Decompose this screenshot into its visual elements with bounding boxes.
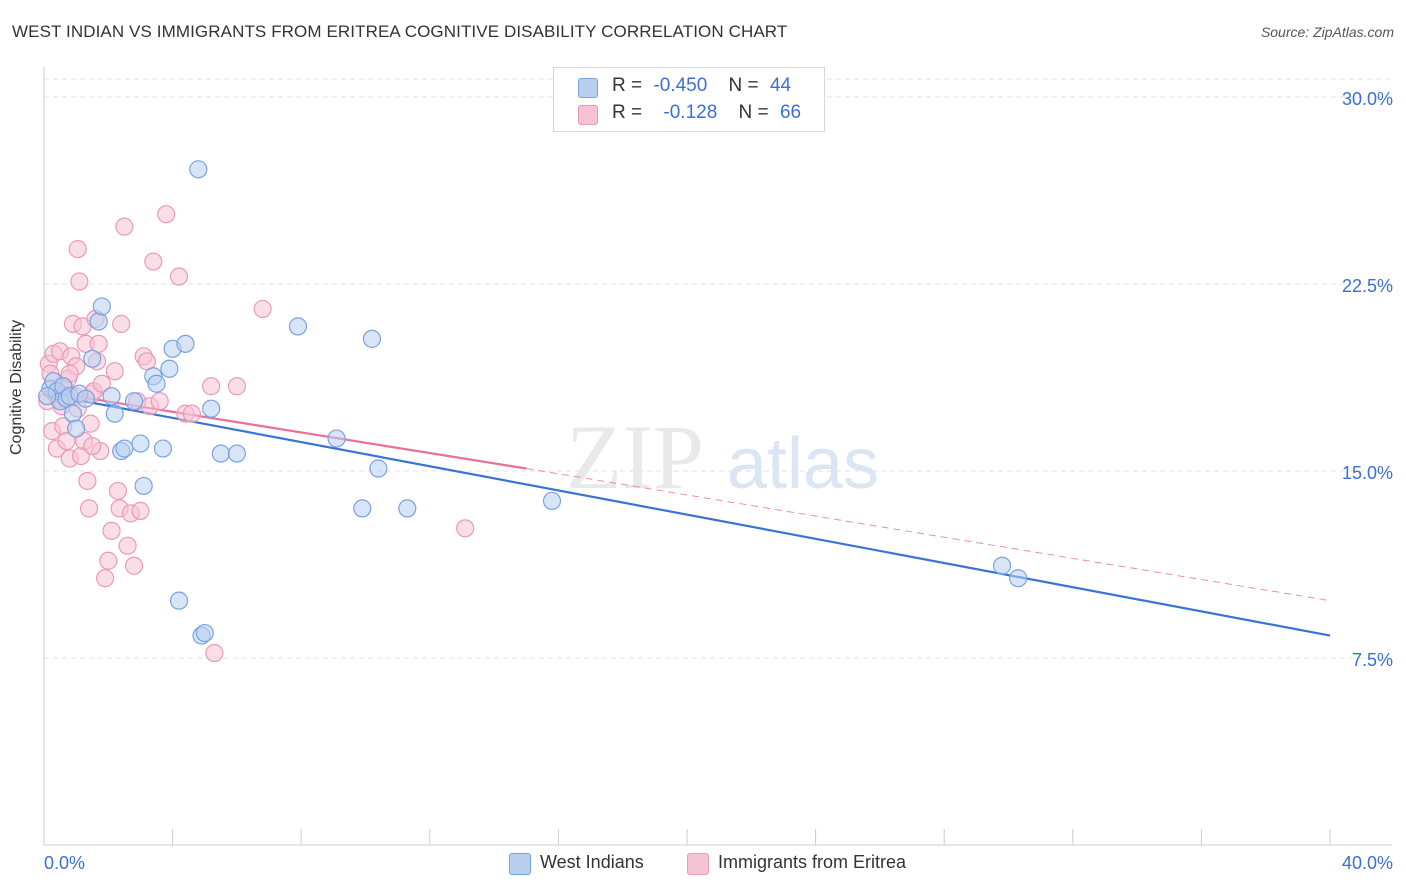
y-tick-label: 15.0% xyxy=(1342,463,1393,483)
legend-row-westindians: R = -0.450 N = 44 xyxy=(554,75,824,101)
trend-line-eritrea-extension xyxy=(526,468,1331,602)
legend-swatch-blue xyxy=(578,78,598,98)
data-point-eritrea xyxy=(118,536,137,555)
data-point-eritrea xyxy=(131,501,150,520)
data-point-eritrea xyxy=(150,392,169,411)
data-point-eritrea xyxy=(89,334,108,353)
data-point-westindian xyxy=(115,439,134,458)
data-point-westindian xyxy=(398,499,417,518)
data-point-westindian xyxy=(102,387,121,406)
legend-n-value: 66 xyxy=(779,102,802,123)
data-point-eritrea xyxy=(99,551,118,570)
watermark: ZIP atlas xyxy=(566,406,879,508)
bottom-legend-swatch-pink xyxy=(687,853,709,875)
legend-n-value: 44 xyxy=(769,75,792,96)
data-point-westindian xyxy=(147,374,166,393)
data-point-eritrea xyxy=(92,374,111,393)
axes xyxy=(43,67,1392,846)
data-point-eritrea xyxy=(115,217,134,236)
trend-line-westindians xyxy=(43,392,1331,637)
data-point-westindian xyxy=(63,404,83,423)
legend-n-label: N = xyxy=(728,75,759,96)
watermark-zip: ZIP xyxy=(566,406,704,508)
correlation-legend: R = -0.450 N = 44 R = -0.128 N = 66 xyxy=(553,67,825,132)
legend-r-value: -0.128 xyxy=(663,102,718,123)
data-point-westindian xyxy=(202,399,221,418)
data-point-eritrea xyxy=(227,377,246,396)
legend-row-eritrea: R = -0.128 N = 66 xyxy=(554,102,824,128)
y-tick-label: 22.5% xyxy=(1342,276,1393,296)
data-point-westindian xyxy=(105,404,124,423)
data-point-eritrea xyxy=(253,299,272,319)
trend-lines xyxy=(43,390,1331,637)
data-point-eritrea xyxy=(137,352,156,371)
gridlines xyxy=(44,78,1392,659)
data-point-westindian xyxy=(353,499,372,518)
data-point-eritrea xyxy=(205,643,224,663)
data-point-westindian xyxy=(38,387,57,406)
data-point-westindian xyxy=(362,329,382,348)
x-tick-label: 40.0% xyxy=(1342,853,1393,873)
data-point-eritrea xyxy=(78,471,97,491)
data-point-westindian xyxy=(83,349,102,368)
data-point-westindian xyxy=(227,444,246,463)
watermark-atlas: atlas xyxy=(727,424,879,504)
data-point-eritrea xyxy=(182,404,201,423)
bottom-legend-swatch-blue xyxy=(509,853,531,875)
chart-title: WEST INDIAN VS IMMIGRANTS FROM ERITREA C… xyxy=(12,22,788,41)
data-point-westindian xyxy=(992,556,1012,575)
trend-line-eritrea xyxy=(43,390,527,470)
data-point-westindian xyxy=(211,444,230,463)
y-tick-label: 30.0% xyxy=(1342,89,1393,109)
chart-source: Source: ZipAtlas.com xyxy=(1260,24,1394,40)
data-point-westindian xyxy=(369,459,388,478)
legend-swatch-pink xyxy=(578,105,598,125)
data-point-westindian xyxy=(169,591,189,610)
data-point-eritrea xyxy=(83,436,102,456)
data-point-westindian xyxy=(189,160,208,179)
data-point-westindian xyxy=(195,623,214,643)
data-point-westindian xyxy=(131,434,150,453)
data-point-westindian xyxy=(327,429,346,448)
data-point-westindian xyxy=(153,439,173,458)
data-point-eritrea xyxy=(95,569,115,588)
bottom-legend-label: Immigrants from Eritrea xyxy=(718,852,907,872)
series-westindian-points xyxy=(38,160,1028,645)
data-point-westindian xyxy=(288,317,308,336)
legend-r-label: R = xyxy=(612,75,643,96)
data-point-eritrea xyxy=(456,519,475,538)
data-point-westindian xyxy=(92,297,111,316)
y-tick-label: 7.5% xyxy=(1352,650,1393,670)
data-point-westindian xyxy=(89,312,108,331)
y-axis-label: Cognitive Disability xyxy=(8,319,25,455)
data-point-eritrea xyxy=(70,272,89,291)
data-point-westindian xyxy=(176,334,195,353)
data-point-westindian xyxy=(1009,569,1028,588)
data-point-westindian xyxy=(124,392,144,411)
data-point-eritrea xyxy=(68,239,87,259)
x-tick-label: 0.0% xyxy=(44,853,85,873)
data-point-eritrea xyxy=(202,377,221,396)
data-point-eritrea xyxy=(157,205,176,224)
data-point-eritrea xyxy=(102,521,121,540)
legend-n-label: N = xyxy=(738,102,769,123)
tick-labels: 7.5% 15.0% 22.5% 30.0% 0.0% 40.0% xyxy=(44,89,1393,873)
data-point-eritrea xyxy=(108,481,128,501)
data-point-eritrea xyxy=(57,431,76,451)
bottom-legend-label: West Indians xyxy=(540,852,644,872)
data-point-westindian xyxy=(67,419,86,438)
data-point-eritrea xyxy=(112,314,131,333)
data-point-eritrea xyxy=(144,252,163,271)
data-point-westindian xyxy=(76,389,95,408)
data-point-eritrea xyxy=(169,267,189,286)
data-point-eritrea xyxy=(105,362,124,381)
data-point-eritrea xyxy=(79,499,99,518)
legend-r-value: -0.450 xyxy=(653,75,708,96)
data-point-westindian xyxy=(160,359,179,378)
data-point-eritrea xyxy=(124,556,144,575)
data-point-westindian xyxy=(542,491,562,511)
legend-r-label: R = xyxy=(612,102,643,123)
data-point-westindian xyxy=(134,476,153,496)
